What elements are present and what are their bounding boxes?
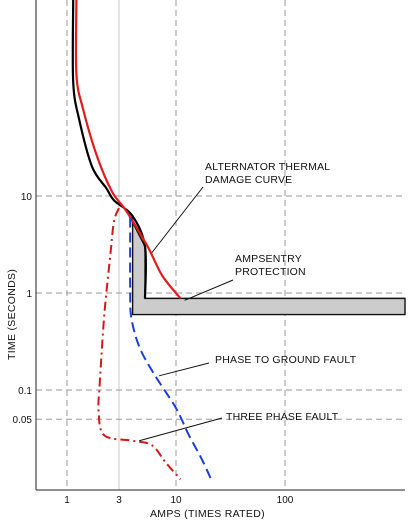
annotation-leader-alt [151, 186, 204, 254]
x-axis-title: AMPS (TIMES RATED) [150, 508, 265, 520]
series-lines [71, 0, 213, 480]
grid-lines [36, 0, 405, 490]
series-phase-ground-line [129, 217, 213, 480]
x-tick-label: 1 [64, 495, 70, 506]
annotation-alt: ALTERNATOR THERMAL DAMAGE CURVE [205, 161, 330, 186]
annotation-tp: THREE PHASE FAULT [226, 411, 339, 423]
annotation-pg: PHASE TO GROUND FAULT [215, 354, 357, 366]
y-tick-label: 1 [26, 289, 32, 300]
y-tick-label: 10 [21, 192, 33, 203]
annotation-line: PHASE TO GROUND FAULT [215, 354, 357, 366]
annotation-line: DAMAGE CURVE [205, 174, 292, 186]
annotation-amps: AMPSENTRY PROTECTION [235, 253, 306, 278]
y-tick-label: 0.05 [13, 415, 33, 426]
tick-labels: 1 3 10 100 10 1 0.1 0.05 [13, 192, 294, 506]
annotation-leader-tp [139, 417, 223, 442]
annotation-leader-amps [184, 279, 234, 301]
x-tick-label: 10 [170, 495, 182, 506]
y-axis-title: TIME (SECONDS) [6, 269, 18, 360]
annotation-line: PROTECTION [235, 266, 306, 278]
annotation-line: AMPSENTRY [235, 253, 302, 265]
axes [35, 0, 405, 491]
x-tick-label: 100 [277, 495, 294, 506]
annotation-line: ALTERNATOR THERMAL [205, 161, 330, 173]
y-tick-label: 0.1 [18, 386, 32, 397]
annotation-line: THREE PHASE FAULT [226, 411, 339, 423]
x-tick-label: 3 [116, 495, 122, 506]
series-black-line [71, 0, 148, 299]
series-alternator-line [74, 0, 182, 300]
annotation-leader-pg [158, 362, 210, 377]
